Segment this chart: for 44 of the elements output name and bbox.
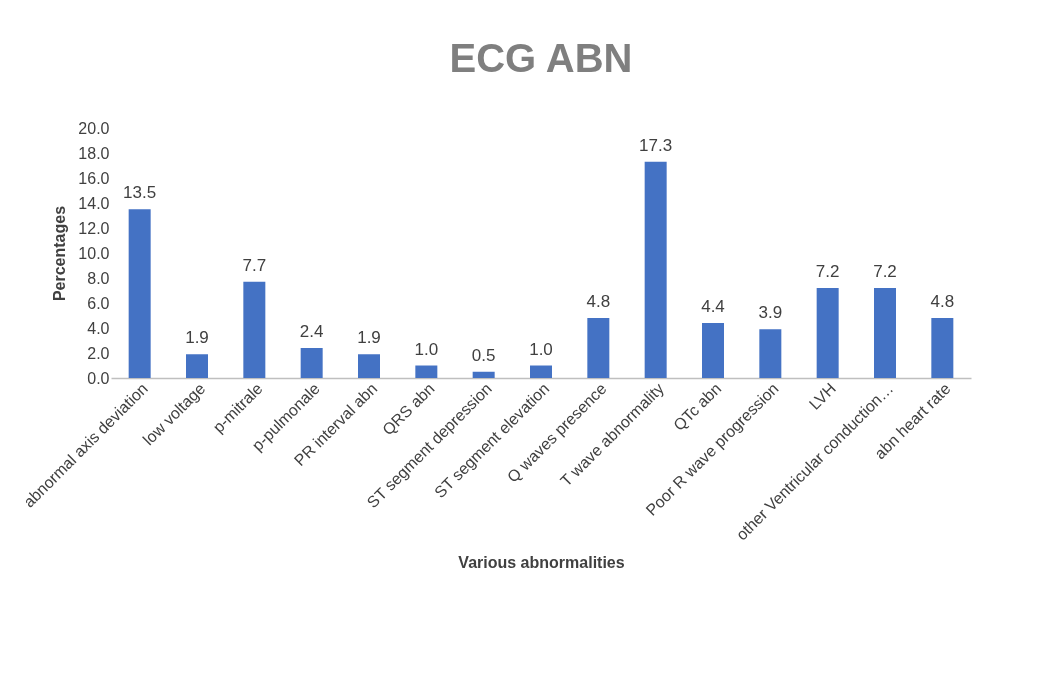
data-label: 7.2 — [815, 262, 840, 281]
data-label: 4.8 — [930, 292, 955, 311]
data-label: 1.0 — [529, 339, 553, 359]
data-label: 3.9 — [758, 303, 783, 323]
bar — [243, 281, 266, 378]
bar — [530, 365, 552, 378]
y-axis-title: Percentages — [51, 205, 69, 302]
data-label: 1.9 — [357, 328, 381, 348]
data-label: 2.4 — [299, 322, 324, 341]
data-label: 1.0 — [414, 339, 439, 359]
y-tick-label: 14.0 — [78, 194, 110, 212]
bar — [300, 348, 323, 378]
y-tick-label: 4.0 — [87, 319, 110, 337]
bar — [472, 371, 495, 378]
data-label: 0.5 — [471, 345, 496, 365]
y-tick-label: 0.0 — [87, 369, 110, 387]
y-tick-label: 16.0 — [78, 169, 110, 187]
bar — [874, 288, 896, 378]
data-label: 4.4 — [701, 297, 725, 316]
data-label: 1.9 — [185, 328, 209, 348]
data-label: 17.3 — [639, 135, 673, 155]
y-tick-label: 8.0 — [87, 269, 110, 287]
y-tick-label: 12.0 — [78, 219, 110, 237]
data-label: 4.8 — [586, 292, 611, 311]
bar — [415, 365, 438, 378]
x-axis-title: Various abnormalities — [458, 554, 625, 572]
bar — [644, 161, 667, 378]
data-label: 7.2 — [873, 262, 897, 281]
bar — [931, 318, 954, 378]
y-tick-label: 18.0 — [78, 144, 110, 162]
bar — [186, 354, 208, 378]
bar — [816, 288, 839, 378]
y-tick-label: 20.0 — [78, 119, 110, 137]
data-label: 13.5 — [123, 183, 157, 203]
y-tick-label: 10.0 — [78, 244, 110, 262]
bar — [128, 209, 151, 378]
chart-title: ECG ABN — [449, 36, 633, 80]
data-label: 7.7 — [242, 255, 267, 275]
bar — [702, 323, 724, 378]
bar — [759, 329, 782, 378]
bar — [358, 354, 380, 378]
y-tick-label: 2.0 — [87, 344, 110, 362]
y-tick-label: 6.0 — [87, 294, 110, 312]
bar — [587, 318, 610, 378]
